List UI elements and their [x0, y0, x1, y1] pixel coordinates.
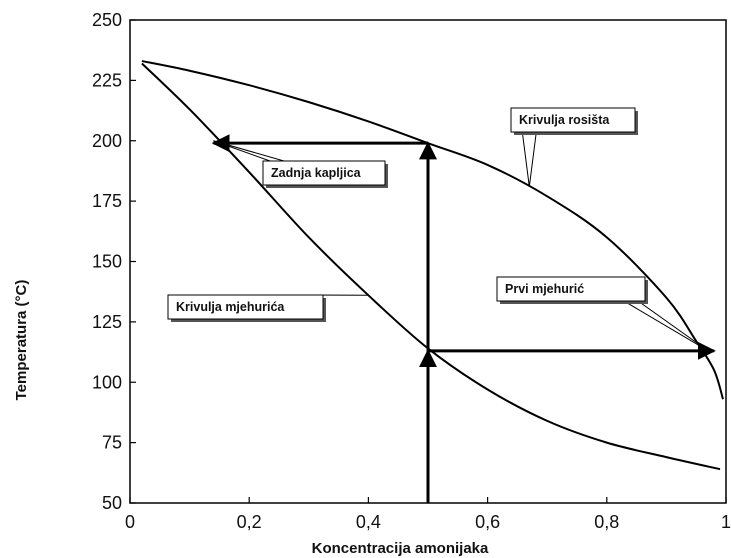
callout-box: [496, 276, 646, 302]
callout-label: Krivulja mjehurića: [176, 300, 285, 314]
arrows: [211, 134, 716, 503]
y-tick-label: 150: [92, 252, 122, 272]
callout-label: Prvi mjehurić: [505, 282, 584, 296]
x-tick-label: 0,6: [475, 512, 500, 532]
x-tick-label: 0,2: [237, 512, 262, 532]
y-tick-label: 75: [102, 433, 122, 453]
callouts: Krivulja rosišta Zadnja kapljica Krivulja …: [167, 107, 709, 352]
callout-label: Zadnja kapljica: [271, 166, 362, 180]
y-tick-label: 100: [92, 372, 122, 392]
dew-point-curve: [141, 60, 724, 400]
callout-box: [510, 107, 636, 133]
y-tick-label: 225: [92, 70, 122, 90]
x-tick-label: 0,4: [356, 512, 381, 532]
x-tick-label: 0,8: [594, 512, 619, 532]
y-tick-label: 175: [92, 191, 122, 211]
x-tick-label: 0: [125, 512, 135, 532]
callout-label: Krivulja rosišta: [519, 113, 610, 127]
callout-pointer: [521, 131, 537, 187]
x-tick-label: 1: [721, 512, 731, 532]
y-tick-label: 200: [92, 131, 122, 151]
callout-box: [167, 294, 324, 320]
callout-pointer: [622, 300, 709, 352]
callout-box: [262, 160, 386, 186]
y-tick-label: 250: [92, 10, 122, 30]
x-axis-label: Koncentracija amonijaka: [312, 540, 489, 557]
y-tick-label: 125: [92, 312, 122, 332]
y-tick-label: 50: [102, 493, 122, 513]
y-axis-label: Temperatura (°C): [13, 280, 30, 401]
